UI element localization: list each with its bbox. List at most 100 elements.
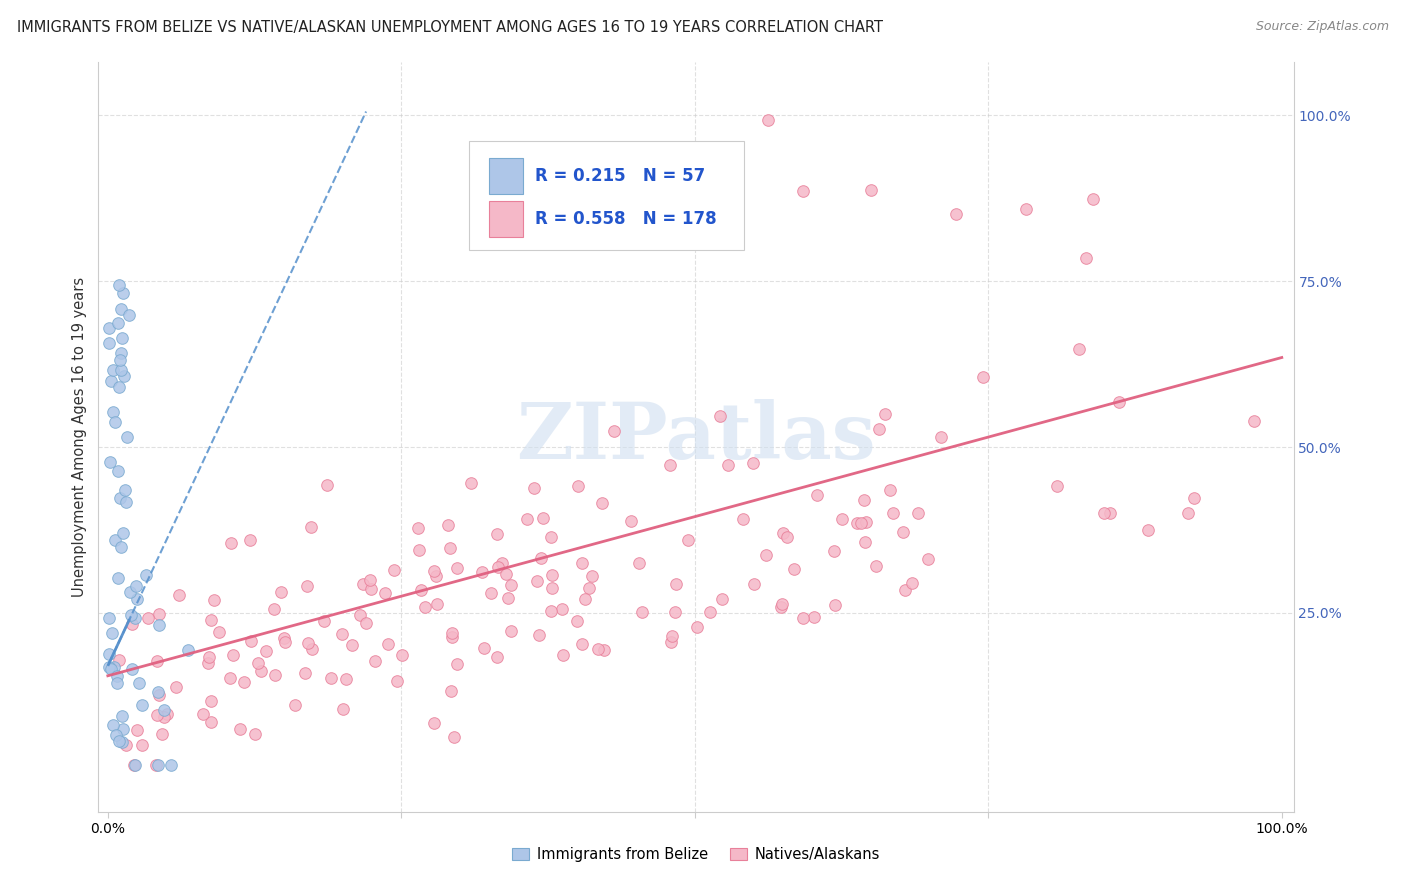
Point (250, 664, 273, 678)
Point (263, 602, 285, 616)
Point (146, 684, 169, 698)
Point (207, 625, 229, 640)
Point (148, 758, 170, 772)
Point (443, 730, 465, 744)
Point (111, 331, 134, 345)
Text: IMMIGRANTS FROM BELIZE VS NATIVE/ALASKAN UNEMPLOYMENT AMONG AGES 16 TO 19 YEARS : IMMIGRANTS FROM BELIZE VS NATIVE/ALASKAN… (17, 20, 883, 35)
Point (1083, 192, 1105, 206)
Point (153, 703, 176, 717)
Point (891, 525, 914, 540)
Point (297, 636, 319, 650)
Point (486, 649, 509, 664)
Point (571, 556, 593, 570)
Point (408, 521, 430, 535)
Point (411, 583, 433, 598)
Point (574, 591, 596, 606)
Point (363, 654, 385, 668)
Point (107, 653, 129, 667)
Point (103, 363, 125, 377)
Point (658, 458, 681, 473)
Point (530, 551, 553, 566)
Point (581, 568, 603, 582)
Point (108, 733, 131, 747)
Point (567, 479, 589, 493)
Point (591, 496, 613, 510)
Point (806, 488, 828, 502)
Point (127, 591, 149, 606)
Point (496, 591, 519, 605)
Point (471, 565, 494, 579)
Point (103, 660, 125, 674)
Point (108, 352, 131, 367)
Point (125, 578, 148, 592)
Point (202, 592, 225, 607)
Point (770, 597, 793, 611)
Point (294, 665, 316, 680)
Point (101, 404, 124, 418)
Point (699, 605, 721, 619)
Point (831, 512, 853, 526)
Point (107, 669, 129, 683)
Point (664, 605, 686, 619)
Point (110, 346, 132, 360)
Point (425, 569, 447, 583)
Point (731, 512, 754, 526)
Point (676, 533, 699, 547)
Point (620, 514, 643, 528)
Point (110, 363, 132, 377)
Point (101, 717, 124, 731)
Point (551, 602, 574, 616)
Point (426, 597, 449, 611)
Point (273, 632, 295, 646)
Point (501, 624, 523, 638)
Point (1046, 479, 1069, 493)
Point (540, 529, 562, 543)
Text: Source: ZipAtlas.com: Source: ZipAtlas.com (1256, 20, 1389, 33)
Point (907, 506, 929, 520)
Point (110, 301, 132, 316)
Point (540, 581, 562, 595)
Y-axis label: Unemployment Among Ages 16 to 19 years: Unemployment Among Ages 16 to 19 years (72, 277, 87, 597)
Point (439, 541, 461, 556)
Point (145, 708, 167, 723)
Point (374, 586, 396, 600)
Point (198, 649, 221, 664)
Point (879, 483, 901, 497)
Point (114, 483, 136, 498)
Point (98, 455, 121, 469)
Point (301, 642, 323, 657)
Point (240, 633, 263, 648)
Point (522, 481, 544, 495)
Point (875, 407, 897, 421)
Point (114, 739, 136, 753)
Point (110, 709, 132, 723)
Bar (489, 158, 523, 194)
Point (335, 672, 357, 686)
Point (382, 562, 405, 576)
Point (661, 629, 683, 643)
Point (929, 430, 952, 444)
Point (499, 578, 522, 592)
Point (772, 526, 794, 541)
Point (446, 657, 468, 671)
Point (295, 579, 318, 593)
Point (408, 543, 430, 558)
Point (98, 611, 121, 625)
Point (776, 530, 799, 544)
Point (758, 113, 780, 128)
Point (145, 758, 167, 772)
Point (792, 184, 814, 198)
Point (855, 535, 877, 549)
Point (98, 647, 121, 661)
Point (360, 582, 382, 597)
Point (270, 585, 292, 599)
Point (274, 635, 297, 649)
Point (1243, 414, 1265, 428)
Point (486, 559, 509, 574)
Point (319, 671, 342, 685)
Point (122, 758, 145, 772)
Point (105, 676, 128, 690)
Point (108, 380, 131, 394)
Point (340, 638, 363, 652)
Point (299, 519, 322, 533)
